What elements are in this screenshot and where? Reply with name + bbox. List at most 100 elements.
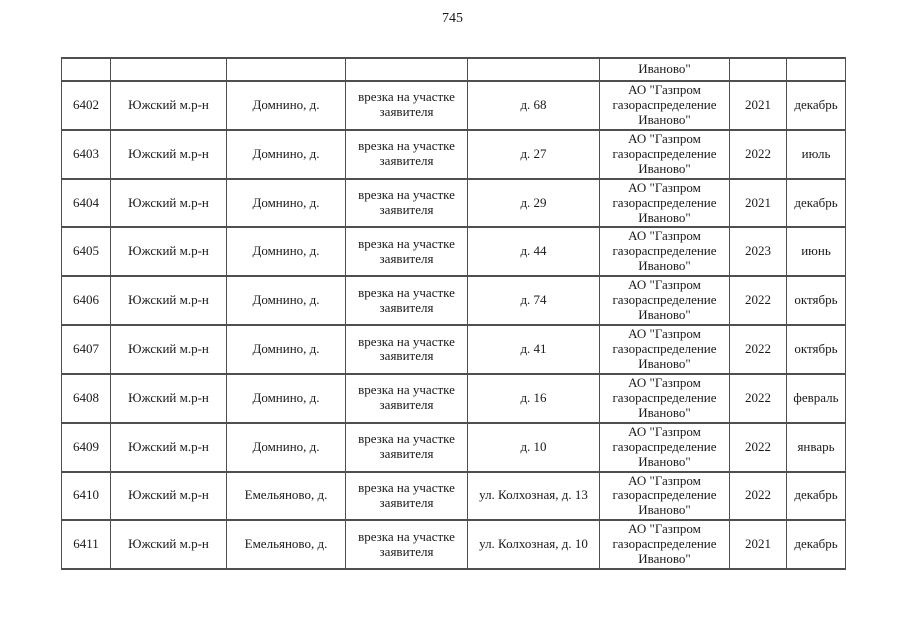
cell-id: 6409 <box>61 421 111 473</box>
cell-id: 6410 <box>61 470 111 522</box>
cell-month: декабрь <box>786 470 846 522</box>
cell-year: 2021 <box>729 519 787 571</box>
cell-district: Южский м.р-н <box>110 324 227 375</box>
cell-id: 6404 <box>61 177 111 229</box>
cell-organization: Иваново" <box>599 57 730 82</box>
cell-id: 6411 <box>61 519 111 571</box>
cell-organization: АО "Газпром газораспределение Иваново" <box>599 519 730 571</box>
cell-id: 6407 <box>61 324 111 375</box>
cell-work-type: врезка на участке заявителя <box>345 372 468 424</box>
cell-year: 2022 <box>729 372 787 424</box>
cell-district: Южский м.р-н <box>110 80 227 131</box>
cell-work-type: врезка на участке заявителя <box>345 80 468 131</box>
cell-address: д. 74 <box>467 275 600 327</box>
cell-address: д. 10 <box>467 421 600 473</box>
cell-organization: АО "Газпром газораспределение Иваново" <box>599 372 730 424</box>
cell-month: декабрь <box>786 519 846 571</box>
cell-organization: АО "Газпром газораспределение Иваново" <box>599 177 730 229</box>
table-row: 6405 Южский м.р-н Домнино, д. врезка на … <box>61 226 846 278</box>
cell-month: октябрь <box>786 324 846 375</box>
cell-month: октябрь <box>786 275 846 327</box>
cell-settlement: Домнино, д. <box>226 275 346 327</box>
cell-settlement: Домнино, д. <box>226 324 346 375</box>
table-row: 6409 Южский м.р-н Домнино, д. врезка на … <box>61 421 846 473</box>
cell-address <box>467 57 600 82</box>
cell-month: январь <box>786 421 846 473</box>
table-row: 6410 Южский м.р-н Емельяново, д. врезка … <box>61 470 846 522</box>
cell-month: декабрь <box>786 80 846 131</box>
cell-year: 2023 <box>729 226 787 278</box>
cell-address: д. 44 <box>467 226 600 278</box>
cell-district: Южский м.р-н <box>110 519 227 571</box>
cell-year: 2022 <box>729 275 787 327</box>
connections-table: Иваново" 6402 Южский м.р-н Домнино, д. в… <box>61 57 846 571</box>
cell-id: 6406 <box>61 275 111 327</box>
cell-settlement: Домнино, д. <box>226 128 346 180</box>
cell-settlement: Емельяново, д. <box>226 519 346 571</box>
cell-district: Южский м.р-н <box>110 470 227 522</box>
cell-id: 6405 <box>61 226 111 278</box>
cell-address: д. 16 <box>467 372 600 424</box>
cell-district: Южский м.р-н <box>110 421 227 473</box>
cell-district: Южский м.р-н <box>110 275 227 327</box>
cell-work-type: врезка на участке заявителя <box>345 177 468 229</box>
cell-address: ул. Колхозная, д. 10 <box>467 519 600 571</box>
cell-id: 6408 <box>61 372 111 424</box>
cell-district: Южский м.р-н <box>110 177 227 229</box>
cell-year: 2022 <box>729 470 787 522</box>
cell-settlement: Емельяново, д. <box>226 470 346 522</box>
table-row: 6402 Южский м.р-н Домнино, д. врезка на … <box>61 80 846 131</box>
table-row: 6411 Южский м.р-н Емельяново, д. врезка … <box>61 519 846 571</box>
table-row: 6406 Южский м.р-н Домнино, д. врезка на … <box>61 275 846 327</box>
cell-year: 2021 <box>729 80 787 131</box>
cell-settlement: Домнино, д. <box>226 80 346 131</box>
table-row-continuation: Иваново" <box>61 57 846 82</box>
cell-id <box>61 57 111 82</box>
cell-month: февраль <box>786 372 846 424</box>
cell-year: 2022 <box>729 421 787 473</box>
cell-district: Южский м.р-н <box>110 372 227 424</box>
cell-settlement <box>226 57 346 82</box>
cell-organization: АО "Газпром газораспределение Иваново" <box>599 80 730 131</box>
cell-organization: АО "Газпром газораспределение Иваново" <box>599 324 730 375</box>
cell-organization: АО "Газпром газораспределение Иваново" <box>599 226 730 278</box>
cell-organization: АО "Газпром газораспределение Иваново" <box>599 128 730 180</box>
cell-month: декабрь <box>786 177 846 229</box>
cell-work-type: врезка на участке заявителя <box>345 470 468 522</box>
cell-organization: АО "Газпром газораспределение Иваново" <box>599 470 730 522</box>
cell-address: д. 27 <box>467 128 600 180</box>
cell-month: июль <box>786 128 846 180</box>
cell-settlement: Домнино, д. <box>226 421 346 473</box>
cell-year <box>729 57 787 82</box>
cell-month: июнь <box>786 226 846 278</box>
cell-work-type: врезка на участке заявителя <box>345 226 468 278</box>
cell-organization: АО "Газпром газораспределение Иваново" <box>599 421 730 473</box>
cell-address: ул. Колхозная, д. 13 <box>467 470 600 522</box>
cell-id: 6403 <box>61 128 111 180</box>
cell-district <box>110 57 227 82</box>
cell-work-type: врезка на участке заявителя <box>345 275 468 327</box>
cell-settlement: Домнино, д. <box>226 177 346 229</box>
cell-month <box>786 57 846 82</box>
table-row: 6407 Южский м.р-н Домнино, д. врезка на … <box>61 324 846 375</box>
cell-year: 2022 <box>729 324 787 375</box>
cell-settlement: Домнино, д. <box>226 226 346 278</box>
cell-settlement: Домнино, д. <box>226 372 346 424</box>
cell-district: Южский м.р-н <box>110 226 227 278</box>
cell-year: 2022 <box>729 128 787 180</box>
table-row: 6404 Южский м.р-н Домнино, д. врезка на … <box>61 177 846 229</box>
cell-work-type: врезка на участке заявителя <box>345 421 468 473</box>
cell-work-type: врезка на участке заявителя <box>345 519 468 571</box>
cell-year: 2021 <box>729 177 787 229</box>
cell-id: 6402 <box>61 80 111 131</box>
page-number: 745 <box>442 11 463 26</box>
cell-district: Южский м.р-н <box>110 128 227 180</box>
cell-organization: АО "Газпром газораспределение Иваново" <box>599 275 730 327</box>
cell-work-type: врезка на участке заявителя <box>345 128 468 180</box>
cell-work-type: врезка на участке заявителя <box>345 324 468 375</box>
cell-address: д. 68 <box>467 80 600 131</box>
table-row: 6408 Южский м.р-н Домнино, д. врезка на … <box>61 372 846 424</box>
cell-address: д. 29 <box>467 177 600 229</box>
table-row: 6403 Южский м.р-н Домнино, д. врезка на … <box>61 128 846 180</box>
